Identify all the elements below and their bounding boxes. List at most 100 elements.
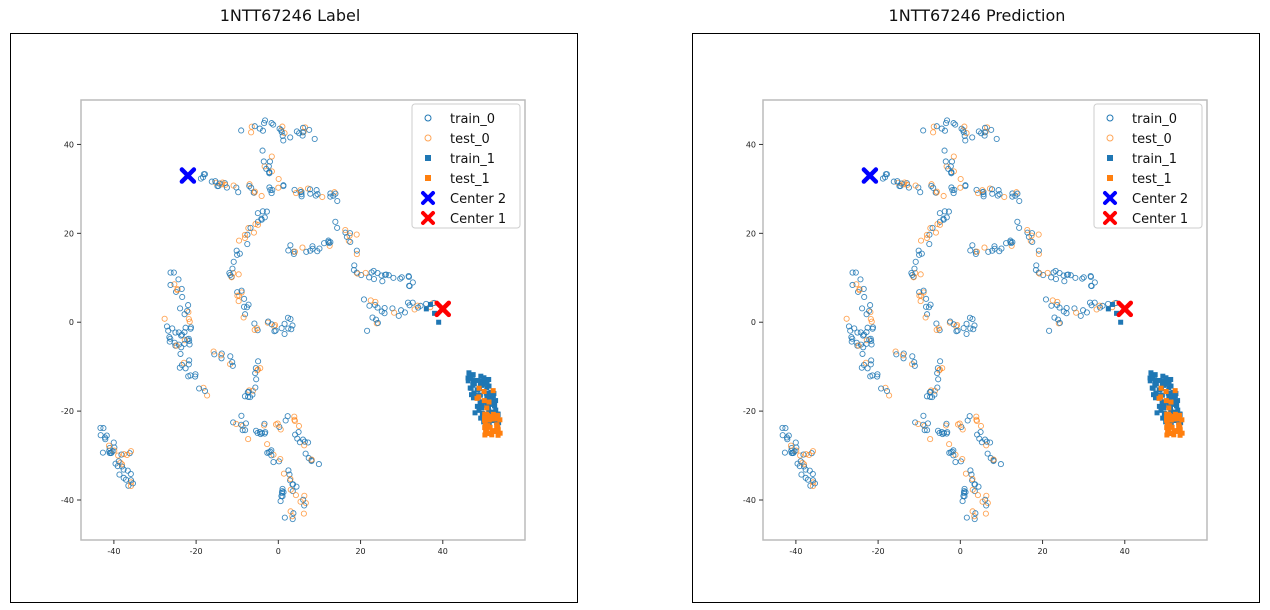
train-1-point: [1166, 380, 1172, 386]
train-0-point: [970, 326, 977, 333]
test-0-point: [210, 348, 217, 355]
train-0-point: [109, 448, 116, 455]
train-0-point: [295, 428, 302, 436]
train-0-point: [244, 241, 251, 248]
test-1-point: [1179, 417, 1185, 423]
train-0-point: [963, 514, 970, 521]
train-0-point: [332, 218, 339, 225]
test-0-point: [946, 441, 953, 448]
train-0-point: [291, 186, 298, 193]
test-0-point: [930, 129, 937, 136]
train-1-point: [1150, 385, 1156, 391]
train-1-point: [1149, 373, 1155, 379]
train-0-point: [293, 128, 300, 135]
train-0-point: [860, 285, 867, 293]
train-0-point: [314, 248, 321, 255]
test-1-point: [493, 428, 499, 434]
train-0-point: [97, 424, 104, 431]
train-0-point: [804, 476, 812, 483]
test-0-point: [299, 244, 306, 251]
train-0-point: [971, 516, 978, 523]
train-0-point: [962, 137, 969, 144]
train-0-point: [182, 324, 189, 331]
train-0-point: [116, 471, 123, 478]
train-0-point: [298, 191, 305, 198]
test-0-point: [1028, 232, 1035, 239]
train-0-point: [1052, 267, 1059, 274]
train-0-point: [398, 274, 405, 281]
train-1-point: [1105, 306, 1111, 312]
train-0-point: [1060, 308, 1067, 315]
train-0-point: [300, 124, 307, 131]
train-0-point: [909, 353, 916, 360]
train-1-point: [468, 375, 474, 381]
test-0-point: [342, 226, 349, 234]
train-0-point: [298, 193, 305, 200]
train-0-point: [334, 197, 341, 205]
train-0-point: [1056, 319, 1063, 327]
train-1-point: [1161, 405, 1167, 411]
train-0-point: [385, 272, 392, 279]
train-0-point: [948, 169, 955, 176]
test-0-point: [171, 281, 178, 288]
train-0-point: [1083, 309, 1090, 316]
test-1-point: [1168, 399, 1174, 405]
train-0-point: [921, 427, 928, 434]
test-0-point: [1024, 226, 1031, 234]
legend-entry-label: train_0: [1132, 112, 1177, 127]
train-0-point: [924, 311, 931, 318]
train-1-point: [467, 373, 473, 379]
train-0-point: [779, 424, 786, 431]
test-0-point: [245, 436, 252, 443]
train-0-point: [916, 289, 923, 296]
test-1-point: [1166, 405, 1172, 411]
train-0-point: [1097, 304, 1104, 311]
train-0-point: [849, 335, 856, 342]
train-0-point: [278, 489, 286, 496]
train-0-point: [977, 428, 984, 436]
train-0-point: [941, 147, 948, 154]
test-0-point: [319, 193, 326, 201]
test-0-point: [1035, 231, 1042, 238]
test-1-point: [1177, 412, 1183, 418]
train-0-point: [289, 516, 296, 523]
train-1-point: [470, 382, 476, 388]
train-0-point: [1053, 301, 1061, 308]
train-0-point: [302, 450, 309, 457]
train-0-point: [294, 435, 301, 442]
train-0-point: [984, 450, 991, 457]
train-1-point: [484, 380, 490, 386]
test-1-point: [497, 430, 503, 436]
train-1-point: [1148, 370, 1154, 376]
test-0-point: [843, 315, 850, 322]
test-0-point: [268, 153, 275, 160]
train-0-point: [811, 480, 818, 487]
train-0-point: [802, 466, 809, 473]
train-0-point: [944, 429, 951, 436]
train-0-point: [242, 311, 249, 318]
test-0-point: [950, 153, 957, 160]
train-1-point: [1154, 410, 1160, 416]
x-tick-label: 40: [1120, 547, 1130, 556]
train-0-point: [238, 412, 245, 419]
legend-entry-label: test_0: [450, 132, 490, 147]
train-0-point: [798, 471, 805, 478]
test-0-point: [186, 318, 193, 325]
train-1-point: [1161, 378, 1167, 384]
x-tick-label: 20: [1037, 547, 1047, 556]
test-0-point: [241, 234, 249, 242]
train-0-point: [251, 320, 258, 327]
train-0-point: [110, 439, 117, 446]
test-1-point: [489, 413, 495, 419]
train-0-point: [395, 312, 402, 319]
test-0-point: [301, 492, 308, 499]
point-cloud: [97, 117, 438, 523]
test-1-point: [1164, 432, 1170, 438]
test-0-point: [956, 420, 963, 427]
train-1-point: [1167, 395, 1173, 401]
test-1-point: [1168, 430, 1174, 436]
train-0-point: [792, 439, 799, 446]
train-1-point: [481, 375, 487, 381]
train-0-point: [260, 158, 267, 165]
test-0-point: [120, 451, 128, 458]
